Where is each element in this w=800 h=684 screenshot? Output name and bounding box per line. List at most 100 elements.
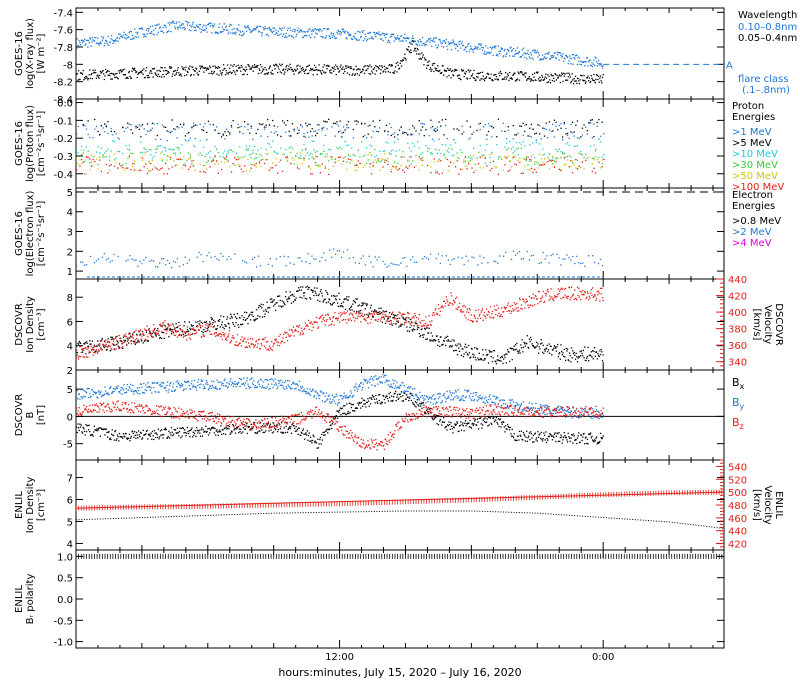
data-point [110, 350, 111, 351]
data-point [303, 144, 304, 145]
data-point [379, 120, 380, 121]
data-point [214, 321, 215, 322]
data-point [602, 163, 603, 164]
data-point [190, 30, 191, 31]
data-point [152, 128, 153, 129]
data-point [368, 125, 369, 126]
data-point [529, 338, 530, 339]
y-axis-label-line: GOES-16 [14, 121, 25, 166]
data-point [405, 40, 406, 41]
data-point [111, 131, 112, 132]
data-point [90, 256, 91, 257]
data-point [261, 124, 262, 125]
data-point [174, 327, 175, 328]
data-point [221, 136, 222, 137]
data-point [257, 157, 258, 158]
data-point [116, 340, 117, 341]
data-point [117, 151, 118, 152]
data-point [555, 161, 556, 162]
data-point [340, 66, 341, 67]
data-point [529, 161, 530, 162]
data-point [363, 40, 364, 41]
data-point [284, 304, 285, 305]
data-point [304, 73, 305, 74]
data-point [499, 156, 500, 157]
data-point [503, 256, 504, 257]
data-point [420, 123, 421, 124]
data-point [443, 155, 444, 156]
data-point [523, 48, 524, 49]
data-point [390, 36, 391, 37]
data-point [371, 37, 372, 38]
data-point [318, 166, 319, 167]
data-point [204, 335, 205, 336]
data-point [404, 319, 405, 320]
data-point [581, 353, 582, 354]
data-point [600, 259, 601, 260]
data-point [198, 154, 199, 155]
data-point [147, 28, 148, 29]
data-point [523, 301, 524, 302]
data-point [247, 25, 248, 26]
data-point [97, 168, 98, 169]
data-point [499, 360, 500, 361]
data-point [261, 159, 262, 160]
data-point [133, 259, 134, 260]
data-point [574, 57, 575, 58]
data-point [182, 27, 183, 28]
data-point [339, 33, 340, 34]
data-point [543, 291, 544, 292]
data-point [523, 299, 524, 300]
data-point [295, 36, 296, 37]
data-point [116, 158, 117, 159]
data-point [448, 170, 449, 171]
data-point [235, 66, 236, 67]
data-point [237, 127, 238, 128]
data-point [310, 153, 311, 154]
data-point [226, 70, 227, 71]
data-point [450, 144, 451, 145]
data-point [271, 341, 272, 342]
data-point [108, 36, 109, 37]
data-point [216, 160, 217, 161]
data-point [379, 161, 380, 162]
data-point [315, 28, 316, 29]
data-point [506, 353, 507, 354]
data-point [459, 351, 460, 352]
data-point [587, 130, 588, 131]
data-point [308, 73, 309, 74]
data-point [111, 128, 112, 129]
data-point [402, 151, 403, 152]
data-point [422, 326, 423, 327]
data-point [329, 299, 330, 300]
data-point [128, 342, 129, 343]
data-point [336, 66, 337, 67]
data-point [492, 80, 493, 81]
data-point [461, 69, 462, 70]
data-point [197, 321, 198, 322]
data-point [163, 32, 164, 33]
data-point [522, 158, 523, 159]
data-point [529, 341, 530, 342]
data-point [471, 75, 472, 76]
data-point [222, 72, 223, 73]
data-point [563, 73, 564, 74]
data-point [84, 357, 85, 358]
data-point [165, 150, 166, 151]
data-point [93, 349, 94, 350]
data-point [147, 123, 148, 124]
data-point [583, 124, 584, 125]
data-point [409, 327, 410, 328]
data-point [430, 340, 431, 341]
data-point [84, 125, 85, 126]
data-point [87, 77, 88, 78]
data-point [233, 120, 234, 121]
data-point [498, 73, 499, 74]
data-point [146, 29, 147, 30]
data-point [377, 131, 378, 132]
data-point [157, 266, 158, 267]
data-point [165, 70, 166, 71]
data-point [580, 263, 581, 264]
data-point [150, 130, 151, 131]
data-point [253, 316, 254, 317]
